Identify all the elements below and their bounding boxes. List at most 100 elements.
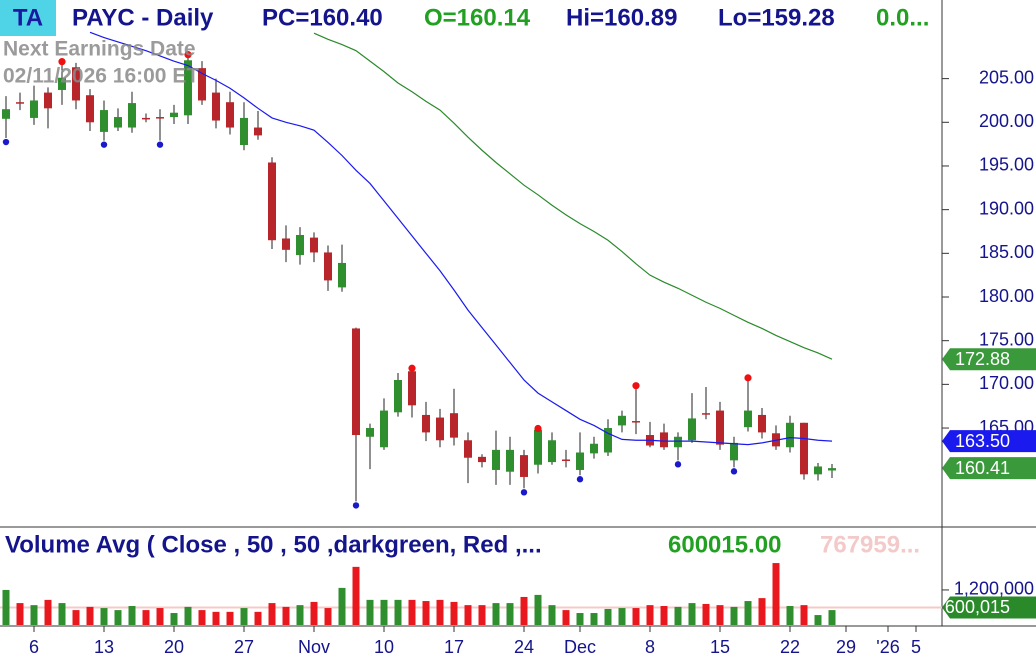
low-marker xyxy=(576,476,584,483)
volume-bar xyxy=(478,605,486,625)
plot: 165.00170.00175.00180.00185.00190.00195.… xyxy=(0,31,1036,657)
candle-body xyxy=(800,422,808,475)
candle-body xyxy=(198,68,206,101)
high-marker xyxy=(632,382,640,390)
volume-bar xyxy=(380,599,388,625)
volume-bar xyxy=(450,601,458,625)
volume-bar xyxy=(394,599,402,625)
candle-body xyxy=(534,429,542,465)
candle-body xyxy=(2,109,10,119)
volume-bar xyxy=(100,608,108,625)
low-marker xyxy=(730,468,738,475)
candle-body xyxy=(632,421,640,423)
volume-bar xyxy=(240,608,248,625)
change: 0.0... xyxy=(876,4,929,31)
volume-bar xyxy=(632,608,640,625)
volume-bar xyxy=(562,610,570,625)
candle-body xyxy=(58,77,66,90)
y-tick-label: 205.00 xyxy=(979,67,1034,87)
y-tick-label: 190.00 xyxy=(979,198,1034,218)
ma-short-label-box xyxy=(942,430,1036,453)
candle-body xyxy=(128,103,136,128)
candle-body xyxy=(352,328,360,436)
volume-bar xyxy=(590,613,598,625)
volume-faint-text: 767959... xyxy=(820,531,920,558)
volume-bar xyxy=(800,605,808,625)
volume-bar xyxy=(758,598,766,625)
candle-body xyxy=(576,452,584,470)
x-tick-label: 22 xyxy=(780,637,800,657)
candle-body xyxy=(72,67,80,101)
volume-bar xyxy=(254,611,262,625)
candle-body xyxy=(408,371,416,406)
x-tick-label: 27 xyxy=(234,637,254,657)
high-marker xyxy=(534,424,542,433)
x-tick-label: 5 xyxy=(911,637,921,657)
volume-bar xyxy=(338,587,346,625)
volume-bar xyxy=(506,603,514,625)
candle-body xyxy=(254,127,262,136)
volume-bar xyxy=(744,601,752,625)
volume-bar xyxy=(408,599,416,625)
volume-bar xyxy=(814,615,822,625)
high-marker xyxy=(744,374,752,382)
high-marker xyxy=(408,364,416,372)
candle-body xyxy=(618,415,626,426)
candle-body xyxy=(380,410,388,448)
volume-bar xyxy=(268,603,276,625)
volume-bar xyxy=(702,603,710,625)
y-tick-label: 195.00 xyxy=(979,155,1034,175)
volume-bar xyxy=(142,610,150,625)
x-tick-label: 8 xyxy=(645,637,655,657)
earnings-label: Next Earnings Date xyxy=(3,38,196,61)
high-marker xyxy=(58,58,66,66)
candle-body xyxy=(394,379,402,413)
volume-avg-label-box xyxy=(942,596,1036,619)
volume-bar xyxy=(114,610,122,625)
volume-bar xyxy=(520,596,528,625)
candle-body xyxy=(296,234,304,256)
volume-bar xyxy=(198,610,206,625)
volume-bar xyxy=(296,605,304,625)
candle-body xyxy=(310,237,318,253)
volume-bar xyxy=(366,599,374,625)
candle-body xyxy=(170,112,178,118)
candle-body xyxy=(492,449,500,470)
candle-body xyxy=(366,428,374,437)
low-marker xyxy=(100,141,108,148)
candle-body xyxy=(478,456,486,463)
candle-body xyxy=(758,414,766,433)
volume-bar xyxy=(282,606,290,625)
candle-body xyxy=(562,459,570,461)
volume-bar xyxy=(646,605,654,625)
candle-body xyxy=(716,410,724,445)
candle-body xyxy=(450,413,458,438)
volume-bar xyxy=(226,611,234,625)
volume-title: Volume Avg ( Close , 50 , 50 ,darkgreen,… xyxy=(5,531,542,558)
volume-bar xyxy=(422,601,430,625)
volume-bar xyxy=(170,613,178,625)
x-tick-label: 24 xyxy=(514,637,534,657)
x-tick-label: Dec xyxy=(564,637,596,657)
x-tick-label: 13 xyxy=(94,637,114,657)
volume-bar xyxy=(44,599,52,625)
candle-body xyxy=(520,455,528,477)
x-tick-label: '26 xyxy=(876,637,899,657)
y-tick-label: 175.00 xyxy=(979,329,1034,349)
candle-body xyxy=(226,102,234,128)
y-tick-label: 170.00 xyxy=(979,373,1034,393)
candle-body xyxy=(786,422,794,448)
candle-body xyxy=(156,117,164,119)
volume-bar xyxy=(548,605,556,625)
ma-short-label: 163.50 xyxy=(955,431,1010,451)
volume-bar xyxy=(324,608,332,625)
candle-body xyxy=(240,117,248,146)
x-tick-label: 15 xyxy=(710,637,730,657)
moving-average xyxy=(313,32,833,360)
last-price-label: 160.41 xyxy=(955,458,1010,478)
candle-body xyxy=(660,432,668,448)
volume-bar xyxy=(660,606,668,625)
candle-body xyxy=(16,102,24,104)
volume-bar xyxy=(828,610,836,625)
